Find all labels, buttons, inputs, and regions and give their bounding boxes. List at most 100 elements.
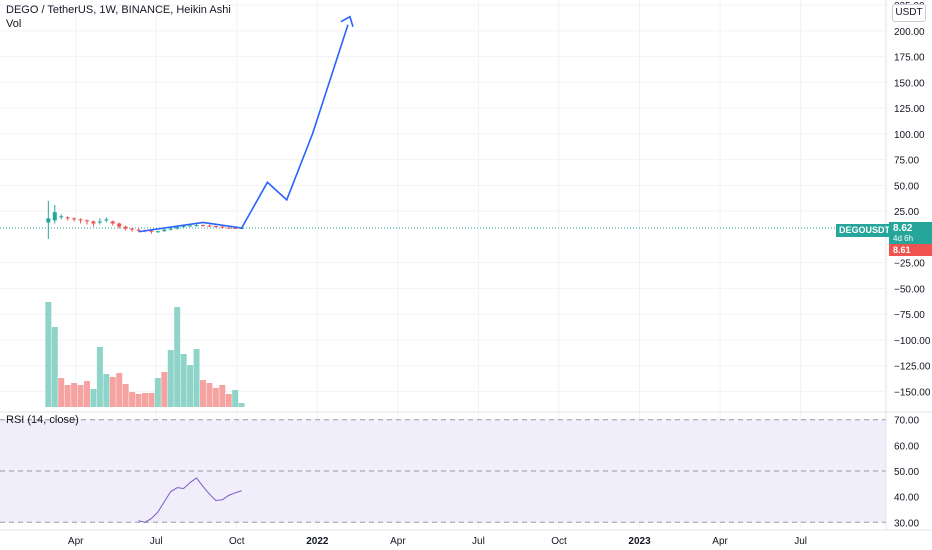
candle-body bbox=[78, 219, 83, 221]
currency-button[interactable]: USDT bbox=[892, 4, 926, 22]
candle-body bbox=[226, 227, 231, 229]
price-tick-label: −125.00 bbox=[894, 362, 931, 373]
volume-bar bbox=[141, 393, 148, 407]
price-tick-label: −75.00 bbox=[894, 310, 925, 321]
volume-bar bbox=[83, 381, 90, 407]
rsi-tick-label: 40.00 bbox=[894, 493, 919, 504]
volume-bar bbox=[238, 403, 245, 407]
volume-bar bbox=[122, 384, 129, 407]
candle-body bbox=[233, 227, 238, 229]
price-tick-label: 200.00 bbox=[894, 27, 925, 38]
candle-body bbox=[97, 221, 102, 223]
candle-body bbox=[123, 226, 128, 229]
volume-bar bbox=[51, 327, 58, 407]
candle-body bbox=[162, 229, 167, 232]
volume-bar bbox=[154, 378, 161, 407]
candle-body bbox=[117, 223, 122, 227]
time-tick-label: 2022 bbox=[306, 536, 329, 547]
price-tick-label: 125.00 bbox=[894, 104, 925, 115]
candle-body bbox=[46, 218, 51, 223]
candle-body bbox=[65, 217, 70, 219]
volume-bar bbox=[77, 385, 84, 407]
volume-label: Vol bbox=[6, 18, 22, 30]
time-tick-label: Jul bbox=[150, 536, 163, 547]
candle-body bbox=[91, 221, 96, 224]
candle-body bbox=[194, 225, 199, 227]
time-tick-label: Apr bbox=[712, 536, 728, 547]
candle-body bbox=[110, 221, 115, 224]
volume-bar bbox=[199, 380, 206, 407]
volume-bar bbox=[174, 307, 181, 407]
rsi-tick-label: 60.00 bbox=[894, 441, 919, 452]
candle-body bbox=[181, 226, 186, 228]
volume-bar bbox=[187, 365, 194, 407]
volume-bar bbox=[90, 389, 97, 407]
volume-bar bbox=[96, 347, 103, 407]
time-tick-label: 2023 bbox=[628, 536, 651, 547]
price-tick-label: −25.00 bbox=[894, 259, 925, 270]
volume-bar bbox=[225, 394, 232, 407]
candle-body bbox=[207, 225, 212, 227]
projection-arrow-head bbox=[340, 15, 354, 27]
rsi-tick-label: 70.00 bbox=[894, 416, 919, 427]
candle-body bbox=[130, 228, 135, 230]
volume-bar bbox=[64, 385, 71, 407]
volume-bar bbox=[193, 349, 200, 407]
candle-body bbox=[59, 216, 64, 218]
volume-bar bbox=[180, 354, 187, 407]
bar-countdown: 4d 6h bbox=[893, 234, 914, 243]
time-tick-label: Jul bbox=[794, 536, 807, 547]
candle-body bbox=[84, 220, 89, 222]
volume-bar bbox=[161, 372, 168, 407]
candle-body bbox=[155, 231, 160, 233]
volume-bar bbox=[206, 383, 213, 407]
price-tick-label: 175.00 bbox=[894, 53, 925, 64]
last-price: 8.62 bbox=[893, 223, 913, 234]
price-tick-label: 50.00 bbox=[894, 181, 919, 192]
candle-body bbox=[175, 227, 180, 229]
rsi-label: RSI (14, close) bbox=[6, 414, 79, 426]
volume-bar bbox=[167, 350, 174, 407]
price-tick-label: −50.00 bbox=[894, 284, 925, 295]
time-tick-label: Apr bbox=[390, 536, 406, 547]
price-tick-label: 25.00 bbox=[894, 207, 919, 218]
time-tick-label: Jul bbox=[472, 536, 485, 547]
time-tick-label: Oct bbox=[229, 536, 245, 547]
candle-body bbox=[213, 226, 218, 228]
candle-body bbox=[149, 230, 154, 232]
time-tick-label: Oct bbox=[551, 536, 567, 547]
volume-bar bbox=[219, 385, 226, 407]
last-price-tag: 8.62 4d 6h bbox=[889, 222, 932, 244]
volume-bar bbox=[71, 383, 78, 407]
volume-bar bbox=[212, 388, 219, 407]
candle-body bbox=[104, 219, 109, 221]
candle-body bbox=[52, 212, 57, 221]
volume-bar bbox=[135, 394, 142, 407]
candle-body bbox=[220, 226, 225, 228]
rsi-line bbox=[138, 477, 242, 523]
rsi-tick-label: 30.00 bbox=[894, 518, 919, 529]
volume-bar bbox=[103, 374, 110, 407]
volume-bar bbox=[45, 302, 52, 407]
candle-body bbox=[188, 225, 193, 227]
symbol-tag: DEGOUSDT bbox=[836, 224, 894, 237]
candle-body bbox=[200, 225, 205, 227]
volume-bar bbox=[109, 377, 116, 407]
candle-body bbox=[72, 218, 77, 220]
candle-body bbox=[168, 228, 173, 230]
volume-bar bbox=[148, 393, 155, 407]
low-price-tag: 8.61 bbox=[889, 244, 932, 256]
time-tick-label: Apr bbox=[68, 536, 84, 547]
volume-bar bbox=[116, 373, 123, 407]
price-tick-label: 150.00 bbox=[894, 78, 925, 89]
price-tick-label: −150.00 bbox=[894, 387, 931, 398]
candle-body bbox=[136, 229, 141, 231]
price-tick-label: 100.00 bbox=[894, 130, 925, 141]
price-tick-label: 75.00 bbox=[894, 156, 919, 167]
price-tick-label: −100.00 bbox=[894, 336, 931, 347]
volume-bar bbox=[58, 378, 65, 407]
rsi-tick-label: 50.00 bbox=[894, 467, 919, 478]
volume-bar bbox=[232, 390, 239, 407]
volume-bar bbox=[129, 392, 136, 407]
